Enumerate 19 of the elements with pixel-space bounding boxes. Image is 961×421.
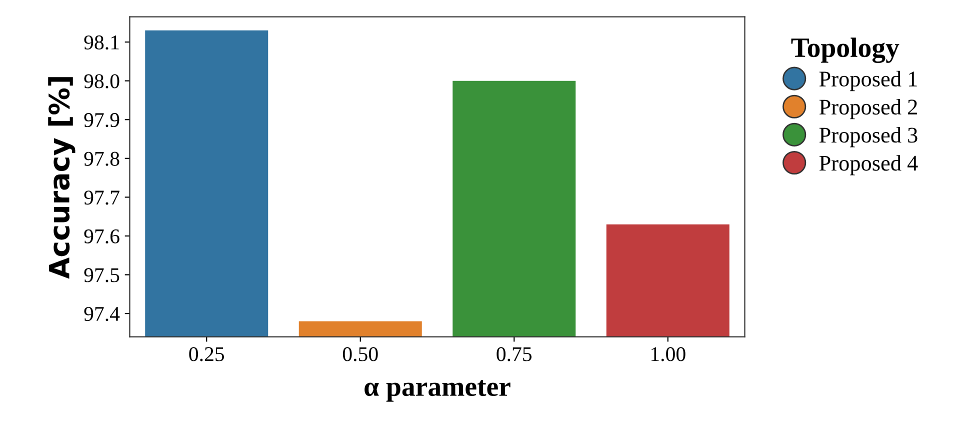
y-tick-label: 97.6 <box>84 229 120 244</box>
legend-label: Proposed 2 <box>819 98 917 120</box>
y-tick-label: 97.7 <box>84 190 120 205</box>
legend-label: Proposed 4 <box>819 155 918 176</box>
x-axis-title: α parameter <box>364 380 510 402</box>
legend-label: Proposed 1 <box>819 70 917 92</box>
y-tick-label: 97.9 <box>84 113 120 128</box>
y-tick-label: 97.5 <box>84 268 120 282</box>
x-tick-label: 0.75 <box>496 347 532 362</box>
y-tick-label: 97.4 <box>84 306 120 322</box>
y-tick-label: 98.1 <box>84 35 119 50</box>
y-axis-title: Accuracy [%] <box>48 77 76 279</box>
y-tick-label: 98.0 <box>84 74 120 88</box>
legend-label: Proposed 3 <box>819 127 918 148</box>
legend-title: Topology <box>791 38 900 63</box>
x-tick-label: 0.25 <box>189 347 224 362</box>
y-tick-label: 97.8 <box>84 152 120 166</box>
x-tick-label: 0.50 <box>342 347 378 362</box>
x-tick-label: 1.00 <box>652 347 686 362</box>
